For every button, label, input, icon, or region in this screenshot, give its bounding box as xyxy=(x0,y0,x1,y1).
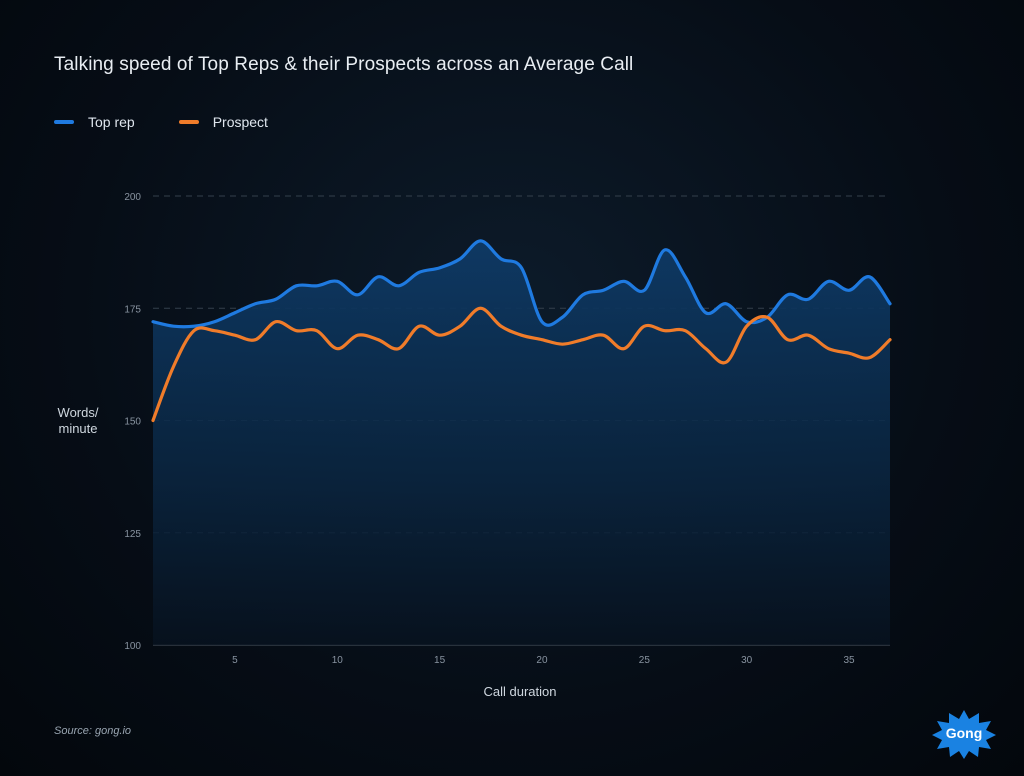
legend: Top rep Prospect xyxy=(54,114,268,130)
legend-item-prospect: Prospect xyxy=(178,114,268,130)
x-tick-label-30: 30 xyxy=(741,655,753,666)
gong-logo: Gong xyxy=(930,708,998,760)
legend-swatch-top-rep xyxy=(54,120,74,124)
tick-layer: 100 125 150 175 200 5 10 15 20 25 30 35 xyxy=(124,192,855,666)
y-axis-label: Words/ minute xyxy=(52,405,104,437)
y-tick-label-200: 200 xyxy=(124,192,141,203)
logo-text: Gong xyxy=(945,725,983,741)
y-axis-label-line-1: Words/ xyxy=(57,405,99,420)
y-axis-label-line-2: minute xyxy=(58,421,98,436)
area-layer xyxy=(153,240,890,645)
x-tick-label-10: 10 xyxy=(332,655,344,666)
source-note: Source: gong.io xyxy=(54,725,132,737)
x-tick-label-25: 25 xyxy=(639,655,651,666)
legend-label-prospect: Prospect xyxy=(212,114,268,130)
legend-label-top-rep: Top rep xyxy=(88,114,135,130)
y-tick-label-100: 100 xyxy=(124,641,141,652)
y-tick-label-125: 125 xyxy=(124,529,141,540)
area-top-rep xyxy=(153,240,890,645)
x-tick-label-35: 35 xyxy=(843,655,855,666)
series-line-prospect xyxy=(151,306,892,423)
x-axis-label: Call duration xyxy=(483,684,557,699)
legend-swatch-prospect xyxy=(178,120,199,124)
chart-title: Talking speed of Top Reps & their Prospe… xyxy=(54,54,634,75)
logo-burst-icon xyxy=(932,710,996,759)
y-tick-label-175: 175 xyxy=(124,304,141,315)
x-tick-label-15: 15 xyxy=(434,655,446,666)
x-tick-label-20: 20 xyxy=(536,655,548,666)
legend-item-top-rep: Top rep xyxy=(54,114,135,130)
line-layer xyxy=(151,239,892,423)
y-tick-label-150: 150 xyxy=(124,417,141,428)
x-tick-label-5: 5 xyxy=(232,655,238,666)
